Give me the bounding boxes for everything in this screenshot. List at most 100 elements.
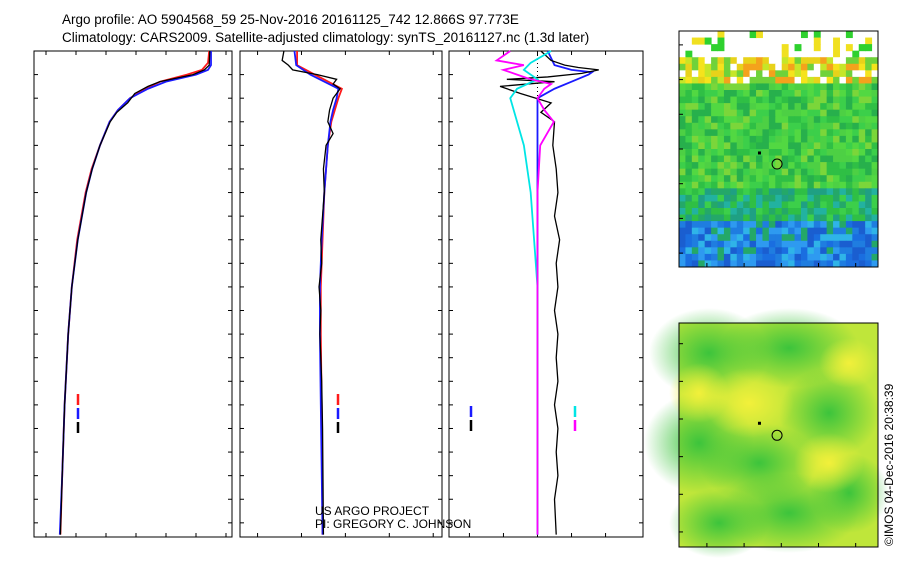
sst-cell bbox=[711, 142, 719, 150]
sst-cell bbox=[756, 76, 763, 84]
sst-cell bbox=[691, 83, 699, 91]
sst-cell bbox=[781, 208, 789, 216]
sst-cell bbox=[730, 57, 738, 65]
sst-cell bbox=[691, 234, 699, 242]
sst-cell bbox=[781, 63, 789, 71]
sst-cell bbox=[826, 142, 834, 150]
sst-cell bbox=[800, 31, 808, 39]
sst-cell bbox=[794, 240, 802, 248]
sst-cell bbox=[685, 129, 693, 137]
sst-cell bbox=[794, 63, 802, 71]
sst-cell bbox=[794, 142, 802, 150]
sst-cell bbox=[691, 70, 699, 78]
sst-cell bbox=[704, 142, 712, 150]
sst-cell bbox=[800, 201, 808, 209]
sst-cell bbox=[820, 83, 828, 91]
sst-cell bbox=[794, 103, 802, 111]
sst-cell bbox=[691, 221, 699, 229]
sst-cell bbox=[723, 70, 731, 78]
sst-cell bbox=[845, 31, 853, 39]
sst-cell bbox=[756, 194, 763, 202]
sst-cell bbox=[698, 168, 706, 176]
sst-cell bbox=[839, 83, 847, 91]
sst-cell bbox=[826, 63, 834, 71]
sst-cell bbox=[813, 155, 821, 163]
sst-cell bbox=[691, 168, 699, 176]
sst-cell bbox=[794, 96, 802, 104]
sst-cell bbox=[839, 70, 847, 78]
sst-cell bbox=[717, 155, 725, 163]
title-line-1: Argo profile: AO 5904568_59 25-Nov-2016 … bbox=[62, 12, 519, 27]
sst-cell bbox=[858, 90, 866, 98]
sst-cell bbox=[845, 214, 853, 222]
sla-map-panel bbox=[644, 308, 889, 558]
sst-cell bbox=[775, 90, 783, 98]
sst-cell bbox=[820, 70, 828, 78]
sst-cell bbox=[736, 221, 744, 229]
sst-cell bbox=[871, 208, 879, 216]
sst-cell bbox=[749, 162, 757, 170]
sst-cell bbox=[736, 96, 744, 104]
sst-cell bbox=[826, 109, 834, 117]
sst-cell bbox=[717, 214, 725, 222]
sst-cell bbox=[852, 57, 860, 65]
sst-cell bbox=[723, 194, 731, 202]
sst-cell bbox=[852, 240, 860, 248]
sst-cell bbox=[800, 109, 808, 117]
sst-cell bbox=[775, 221, 783, 229]
sst-cell bbox=[775, 162, 783, 170]
sst-cell bbox=[736, 181, 744, 189]
sst-cell bbox=[813, 175, 821, 183]
sst-cell bbox=[691, 260, 699, 268]
diff-series-3 bbox=[494, 50, 555, 535]
sst-cell bbox=[858, 76, 866, 84]
sst-cell bbox=[736, 142, 744, 150]
sst-cell bbox=[762, 122, 770, 130]
sst-cell bbox=[839, 57, 847, 65]
sst-cell bbox=[788, 175, 796, 183]
sst-cell bbox=[852, 201, 860, 209]
sst-cell bbox=[698, 188, 706, 196]
sst-cell bbox=[820, 208, 828, 216]
sst-cell bbox=[833, 234, 840, 242]
sst-cell bbox=[871, 188, 879, 196]
sst-cell bbox=[691, 188, 699, 196]
sst-cell bbox=[826, 234, 834, 242]
sst-cell bbox=[679, 135, 686, 143]
sst-cell bbox=[736, 135, 744, 143]
sst-cell bbox=[736, 260, 744, 268]
sst-cell bbox=[768, 155, 776, 163]
sst-cell bbox=[768, 149, 776, 157]
sst-cell bbox=[704, 149, 712, 157]
temp-series-1 bbox=[58, 51, 212, 535]
sst-cell bbox=[845, 142, 853, 150]
sst-cell bbox=[698, 194, 706, 202]
sst-cell bbox=[730, 129, 738, 137]
sst-cell bbox=[858, 142, 866, 150]
sst-cell bbox=[788, 70, 796, 78]
sst-cell bbox=[768, 57, 776, 65]
sst-cell bbox=[845, 168, 853, 176]
sst-cell bbox=[858, 44, 866, 52]
sst-cell bbox=[717, 221, 725, 229]
sst-cell bbox=[800, 214, 808, 222]
sst-cell bbox=[736, 240, 744, 248]
sst-cell bbox=[711, 194, 719, 202]
sst-cell bbox=[736, 63, 744, 71]
sst-cell bbox=[685, 234, 693, 242]
sst-cell bbox=[704, 253, 712, 261]
sst-cell bbox=[839, 122, 847, 130]
sst-cell bbox=[820, 129, 828, 137]
sst-cell bbox=[865, 122, 873, 130]
sst-cell bbox=[723, 90, 731, 98]
sst-cell bbox=[794, 57, 802, 65]
sst-cell bbox=[788, 129, 796, 137]
sst-cell bbox=[685, 122, 693, 130]
sst-cell bbox=[807, 63, 815, 71]
sst-cell bbox=[685, 260, 693, 268]
sst-cell bbox=[717, 129, 725, 137]
sst-cell bbox=[800, 63, 808, 71]
sst-cell bbox=[781, 149, 789, 157]
sst-cell bbox=[852, 253, 860, 261]
sst-cell bbox=[679, 253, 686, 261]
